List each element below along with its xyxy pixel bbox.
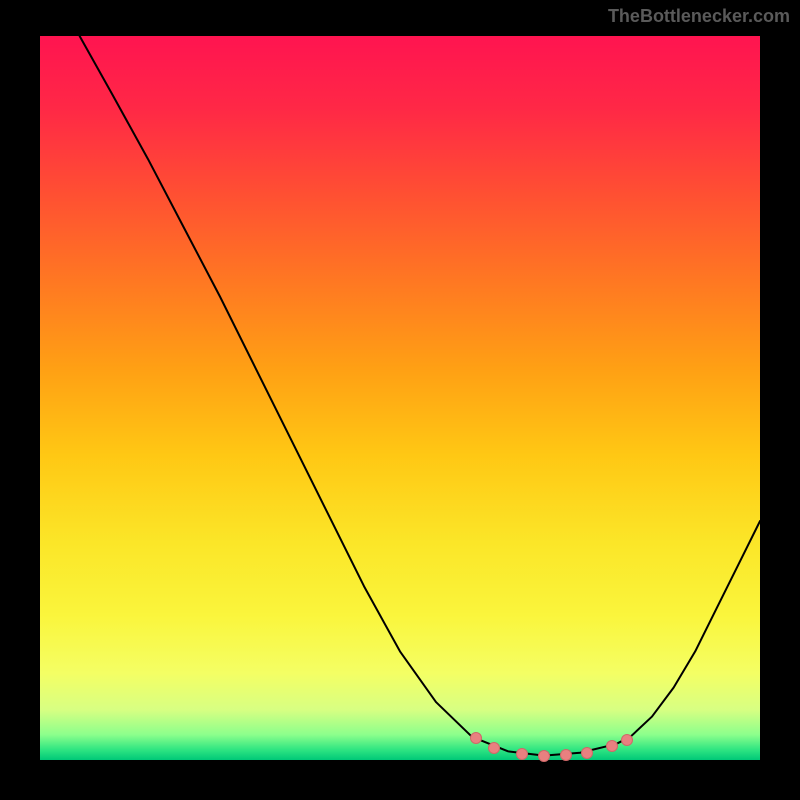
data-marker [470, 732, 482, 744]
plot-area [40, 36, 760, 760]
data-marker [621, 734, 633, 746]
data-marker [538, 750, 550, 762]
chart-container: TheBottlenecker.com [0, 0, 800, 800]
data-marker [581, 747, 593, 759]
data-marker [516, 748, 528, 760]
data-marker [488, 742, 500, 754]
data-marker [560, 749, 572, 761]
markers-layer [40, 36, 760, 760]
data-marker [606, 740, 618, 752]
watermark-text: TheBottlenecker.com [608, 6, 790, 27]
